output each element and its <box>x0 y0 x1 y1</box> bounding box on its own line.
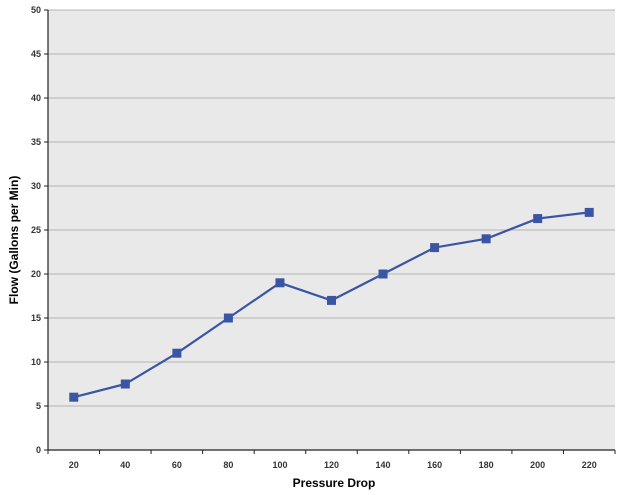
data-point <box>430 243 440 253</box>
data-point <box>327 295 336 305</box>
axes <box>44 9 616 454</box>
y-tick-label: 10 <box>31 357 41 367</box>
data-point <box>378 269 388 279</box>
y-axis-title: Flow (Gallons per Min) <box>7 176 21 305</box>
data-point <box>69 392 79 402</box>
data-point <box>584 207 594 217</box>
x-tick-label: 160 <box>427 460 442 470</box>
x-tick-label: 60 <box>172 460 182 470</box>
gridlines <box>48 9 615 407</box>
y-tick-label: 0 <box>36 445 41 455</box>
y-tick-label: 25 <box>31 225 41 235</box>
x-tick-label: 220 <box>582 460 597 470</box>
x-tick-label: 120 <box>324 460 339 470</box>
x-tick-label: 200 <box>530 460 545 470</box>
x-tick-labels: 20 40 60 80 100 120 140 160 180 200 220 <box>69 460 597 470</box>
x-tick-label: 140 <box>376 460 391 470</box>
y-tick-label: 35 <box>31 137 41 147</box>
y-tick-label: 20 <box>31 269 41 279</box>
y-tick-label: 45 <box>31 49 41 59</box>
y-tick-label: 5 <box>36 401 41 411</box>
y-tick-label: 15 <box>31 313 41 323</box>
y-tick-label: 40 <box>31 93 41 103</box>
x-tick-label: 180 <box>479 460 494 470</box>
data-point <box>481 234 491 244</box>
y-tick-label: 30 <box>31 181 41 191</box>
x-axis-title: Pressure Drop <box>293 476 376 490</box>
data-point <box>172 348 182 358</box>
x-tick-label: 20 <box>69 460 79 470</box>
y-tick-labels: 0 5 10 15 20 25 30 35 40 45 50 <box>31 5 41 455</box>
x-tick-label: 80 <box>223 460 233 470</box>
data-point <box>275 278 285 288</box>
data-point <box>223 313 233 323</box>
x-tick-label: 40 <box>120 460 130 470</box>
x-tick-label: 100 <box>272 460 287 470</box>
y-tick-label: 50 <box>31 5 41 15</box>
data-point <box>120 379 130 389</box>
data-point <box>533 214 543 224</box>
series <box>69 207 594 402</box>
